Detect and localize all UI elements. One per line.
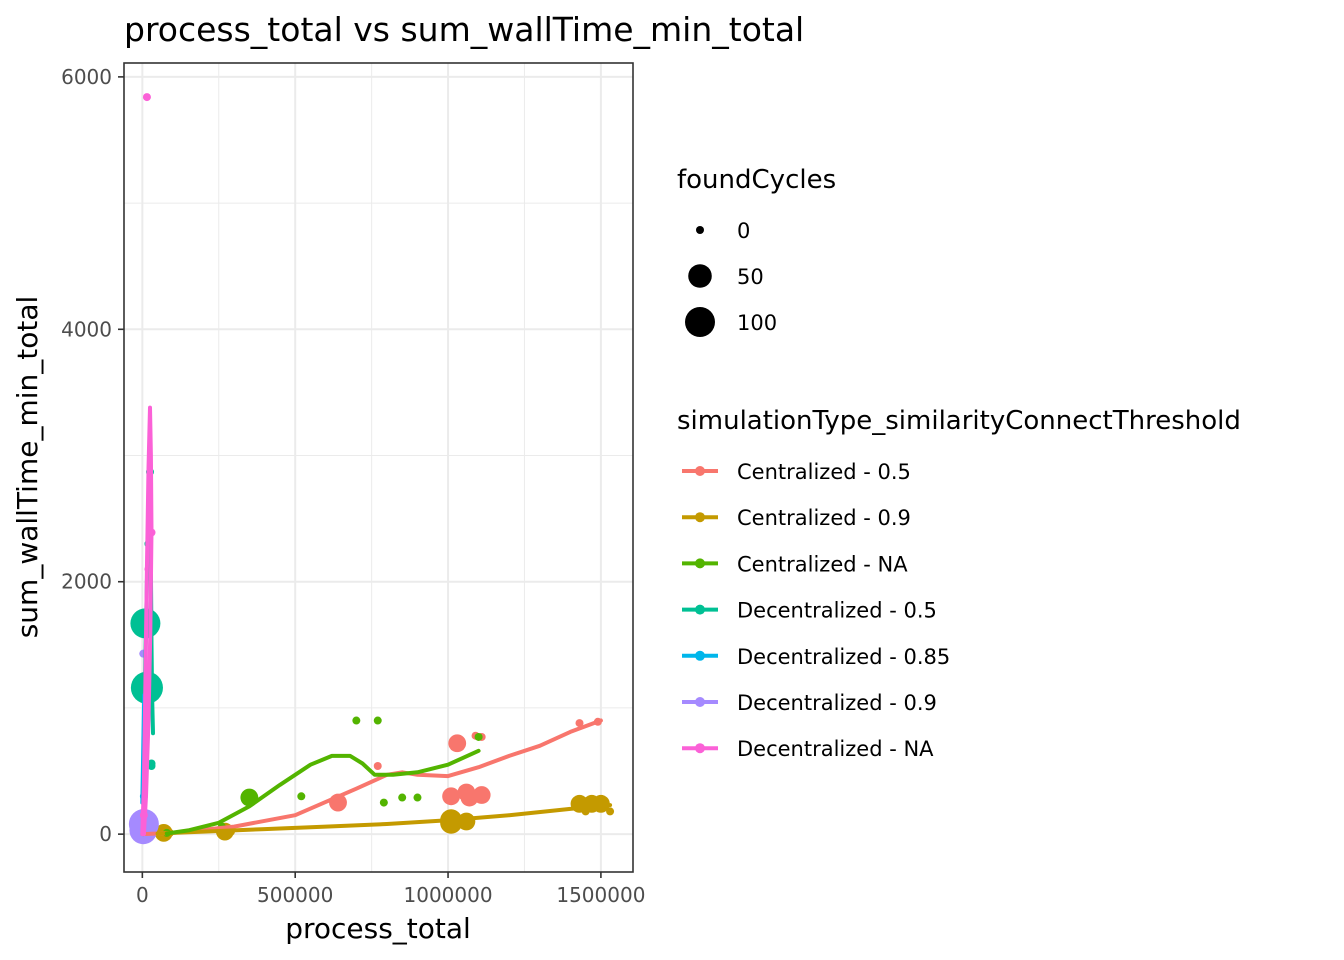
y-tick-label: 6000 xyxy=(61,65,112,89)
color-legend-label: Decentralized - 0.5 xyxy=(737,599,937,623)
data-point xyxy=(440,811,463,834)
data-point xyxy=(474,732,483,741)
size-legend-label: 50 xyxy=(737,265,764,289)
data-point xyxy=(297,792,306,801)
data-point xyxy=(379,798,388,807)
data-point xyxy=(373,716,382,725)
chart-title: process_total vs sum_wallTime_min_total xyxy=(124,10,804,49)
color-legend: simulationType_similarityConnectThreshol… xyxy=(677,406,1241,761)
y-tick-label: 2000 xyxy=(61,570,112,594)
smooth-line xyxy=(155,803,613,836)
y-axis-ticks: 0 2000 4000 6000 xyxy=(61,65,124,846)
color-legend-key-dot xyxy=(695,697,705,707)
size-legend-key xyxy=(688,264,712,288)
size-legend-title: foundCycles xyxy=(677,165,836,195)
size-legend-items: 0 50 100 xyxy=(685,219,777,337)
color-legend-label: Decentralized - 0.85 xyxy=(737,645,950,669)
data-point xyxy=(142,93,151,102)
smooth-line xyxy=(140,405,154,837)
data-point xyxy=(472,786,491,804)
y-tick-label: 0 xyxy=(99,822,112,846)
color-legend-key-dot xyxy=(695,558,705,569)
color-legend-key-dot xyxy=(695,512,705,523)
color-legend-key-dot xyxy=(695,743,705,754)
color-legend-items: Centralized - 0.5 Centralized - 0.9 Centra… xyxy=(682,460,950,761)
x-axis-title: process_total xyxy=(285,912,471,945)
y-tick-label: 4000 xyxy=(61,317,112,341)
color-legend-label: Centralized - NA xyxy=(737,552,908,576)
major-gridlines xyxy=(124,63,633,872)
data-point xyxy=(398,793,407,802)
smooth-line xyxy=(164,748,481,836)
smooth-lines xyxy=(140,405,613,837)
size-legend-label: 100 xyxy=(737,311,777,335)
data-point xyxy=(575,719,584,728)
data-point xyxy=(448,734,467,753)
data-point xyxy=(147,761,156,770)
data-point xyxy=(413,793,422,802)
data-point xyxy=(352,716,361,725)
size-legend-label: 0 xyxy=(737,219,750,243)
size-legend-key xyxy=(696,226,704,234)
x-tick-label: 1000000 xyxy=(404,883,493,907)
color-legend-label: Decentralized - 0.9 xyxy=(737,691,937,715)
color-legend-key-dot xyxy=(695,650,705,661)
color-legend-title: simulationType_similarityConnectThreshol… xyxy=(677,406,1241,436)
size-legend-key xyxy=(685,307,715,337)
plot-border xyxy=(123,62,634,873)
x-tick-label: 500000 xyxy=(257,883,333,907)
data-point xyxy=(373,761,382,770)
color-legend-key-dot xyxy=(695,604,705,615)
x-tick-label: 0 xyxy=(136,883,149,907)
data-point xyxy=(457,812,476,831)
y-axis-title: sum_wallTime_min_total xyxy=(11,296,44,639)
color-legend-key-dot xyxy=(695,466,705,476)
x-axis-ticks: 0 500000 1000000 1500000 xyxy=(136,872,645,907)
x-tick-label: 1500000 xyxy=(556,883,645,907)
color-legend-label: Centralized - 0.9 xyxy=(737,506,911,530)
minor-gridlines xyxy=(124,63,633,872)
color-legend-label: Decentralized - NA xyxy=(737,737,934,761)
plot-panel xyxy=(124,63,633,872)
color-legend-label: Centralized - 0.5 xyxy=(737,460,911,484)
data-point xyxy=(606,807,615,816)
size-legend: foundCycles 0 50 100 xyxy=(677,165,836,337)
data-point xyxy=(442,787,461,806)
